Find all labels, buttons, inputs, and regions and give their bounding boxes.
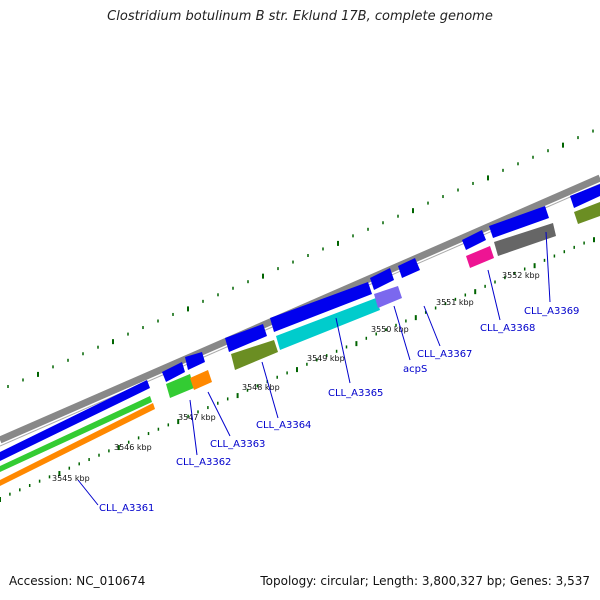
kbp-tick-label: 3552 kbp — [502, 271, 540, 280]
gene-leader-line — [207, 391, 231, 437]
cyan-feature[interactable] — [276, 298, 380, 350]
trna-feature[interactable] — [0, 396, 152, 472]
kbp-tick-label: 3546 kbp — [114, 443, 152, 452]
gene-leader-line — [335, 317, 351, 384]
purple-feature[interactable] — [374, 286, 402, 308]
gene-leader-line — [77, 479, 99, 506]
tick-labels: 3545 kbp 3546 kbp 3547 kbp 3548 kbp 3549 kbp… — [52, 271, 540, 483]
cds-feature[interactable] — [162, 362, 185, 382]
gray-feature[interactable] — [494, 223, 556, 256]
cds-feature[interactable] — [270, 282, 372, 332]
gene-leader-line — [545, 231, 551, 303]
kbp-tick-label: 3551 kbp — [436, 298, 474, 307]
cds-feature[interactable] — [489, 206, 549, 238]
gene-label[interactable]: CLL_A3362 — [176, 457, 231, 468]
gene-label[interactable]: CLL_A3368 — [480, 323, 535, 334]
rrna-feature[interactable] — [0, 403, 155, 486]
misc-feature-orange[interactable] — [190, 370, 212, 390]
cds-feature[interactable] — [570, 184, 600, 208]
cds-feature[interactable] — [398, 258, 420, 278]
gene-label[interactable]: acpS — [403, 364, 427, 375]
cds-feature[interactable] — [370, 268, 394, 290]
gene-leader-line — [261, 361, 279, 419]
kbp-tick-label: 3548 kbp — [242, 383, 280, 392]
kbp-tick-label: 3547 kbp — [178, 413, 216, 422]
gene-label[interactable]: CLL_A3361 — [99, 503, 154, 514]
gene-leader-line — [423, 305, 441, 347]
gene-label[interactable]: CLL_A3363 — [210, 439, 265, 450]
gene-label[interactable]: CLL_A3365 — [328, 388, 383, 399]
cds-feature[interactable] — [185, 352, 205, 370]
olive-feature[interactable] — [231, 340, 278, 370]
gene-label[interactable]: CLL_A3364 — [256, 420, 311, 431]
kbp-tick-label: 3549 kbp — [307, 354, 345, 363]
gene-labels: CLL_A3361 CLL_A3362 CLL_A3363 CLL_A3364 CLL_… — [77, 231, 579, 514]
gene-label[interactable]: CLL_A3367 — [417, 349, 472, 360]
summary-text: Topology: circular; Length: 3,800,327 bp… — [260, 574, 590, 588]
kbp-tick-label: 3550 kbp — [371, 325, 409, 334]
magenta-feature[interactable] — [466, 246, 494, 268]
cds-feature[interactable] — [225, 324, 267, 352]
kbp-tick-label: 3545 kbp — [52, 474, 90, 483]
cds-feature[interactable] — [0, 380, 150, 461]
gene-leader-line — [189, 399, 198, 456]
gene-label[interactable]: CLL_A3369 — [524, 306, 579, 317]
gene-leader-line — [393, 305, 411, 361]
cds-feature[interactable] — [462, 230, 486, 250]
olive-feature[interactable] — [574, 202, 600, 224]
gene-leader-line — [487, 269, 501, 321]
outer-tick-ring — [7, 129, 594, 388]
accession-text: Accession: NC_010674 — [9, 574, 146, 588]
map-title: Clostridium botulinum B str. Eklund 17B,… — [107, 9, 493, 24]
misc-feature-green[interactable] — [166, 374, 194, 398]
